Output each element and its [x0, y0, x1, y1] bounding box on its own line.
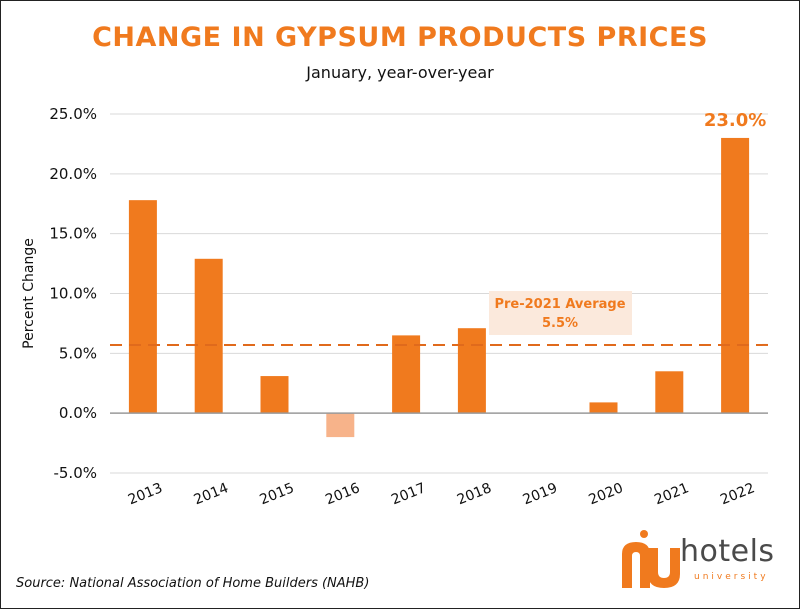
- logo-subword: university: [694, 572, 769, 582]
- average-label-value: 5.5%: [542, 316, 578, 331]
- y-tick-label: -5.0%: [53, 464, 97, 482]
- bar-2020: [589, 402, 618, 414]
- chart-title: CHANGE IN GYPSUM PRODUCTS PRICES: [92, 22, 708, 53]
- bar-2013: [128, 200, 157, 414]
- source-note: Source: National Association of Home Bui…: [16, 576, 370, 591]
- chart-subtitle: January, year-over-year: [306, 63, 494, 82]
- y-tick-label: 0.0%: [59, 404, 97, 422]
- data-label-2022: 23.0%: [704, 110, 766, 131]
- x-tick-label: 2022: [718, 480, 757, 508]
- hotels-university-logo: hotels university: [618, 528, 788, 594]
- bar-2022: [721, 137, 750, 414]
- bar-2017: [392, 335, 421, 414]
- x-tick-label: 2019: [521, 480, 560, 508]
- x-tick-label: 2016: [323, 480, 362, 508]
- bar-2015: [260, 376, 289, 414]
- x-tick-label: 2018: [455, 480, 494, 508]
- bar-2016: [326, 413, 355, 438]
- x-tick-label: 2017: [389, 480, 428, 508]
- x-tick-label: 2021: [652, 480, 691, 508]
- y-axis-label: Percent Change: [21, 238, 37, 349]
- x-tick-label: 2020: [586, 480, 625, 508]
- y-tick-label: 15.0%: [49, 225, 97, 243]
- y-tick-label: 25.0%: [49, 105, 97, 123]
- y-tick-label: 5.0%: [59, 344, 97, 362]
- nu-logo-icon: [622, 530, 680, 588]
- bar-2018: [457, 328, 486, 414]
- average-label-title: Pre-2021 Average: [494, 297, 625, 312]
- x-tick-label: 2014: [192, 480, 231, 508]
- bar-2014: [194, 258, 223, 414]
- x-tick-label: 2015: [257, 480, 296, 508]
- y-tick-label: 10.0%: [49, 285, 97, 303]
- y-tick-label: 20.0%: [49, 165, 97, 183]
- logo-word: hotels: [680, 534, 775, 569]
- bar-2021: [655, 371, 684, 414]
- average-label-box: [489, 291, 632, 335]
- x-tick-label: 2013: [126, 480, 165, 508]
